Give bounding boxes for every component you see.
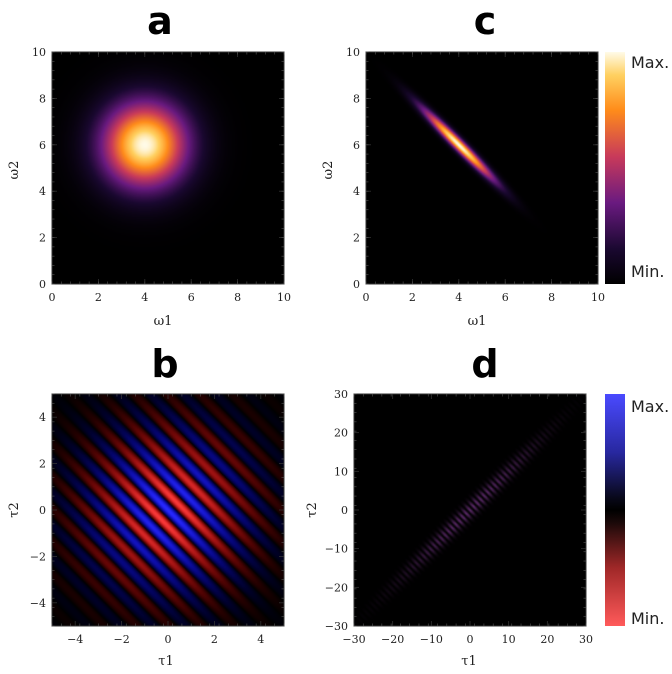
heatmap-image-a: [52, 52, 284, 284]
x-tick-label-a: 10: [277, 291, 291, 304]
panel-letter-d: d: [471, 342, 498, 386]
y-tick-label-c: 2: [353, 232, 360, 245]
y-tick-label-c: 4: [353, 185, 360, 198]
x-tick-label-c: 6: [502, 291, 509, 304]
y-tick-label-d: 20: [334, 427, 348, 440]
y-tick-label-c: 8: [353, 92, 360, 105]
x-tick-label-d: −20: [381, 633, 404, 646]
panel-letter-b: b: [151, 342, 178, 386]
y-tick-label-d: 0: [341, 504, 348, 517]
x-tick-label-d: 10: [502, 633, 516, 646]
x-tick-label-a: 8: [234, 291, 241, 304]
x-tick-label-d: 20: [540, 633, 554, 646]
colorbar-bottom-max-label: Max.: [631, 397, 669, 416]
y-tick-label-b: 2: [39, 458, 46, 471]
plot-frame-c: [365, 51, 599, 285]
y-tick-label-b: 4: [39, 411, 46, 424]
x-tick-label-c: 0: [363, 291, 370, 304]
y-tick-label-d: −30: [325, 620, 348, 633]
x-tick-label-a: 0: [49, 291, 56, 304]
x-axis-label-a: ω1: [154, 314, 173, 329]
x-tick-label-d: 0: [467, 633, 474, 646]
x-axis-label-c: ω1: [468, 314, 487, 329]
x-tick-label-c: 2: [409, 291, 416, 304]
plot-frame-a: [51, 51, 285, 285]
y-tick-label-c: 10: [346, 46, 360, 59]
x-tick-label-d: 30: [579, 633, 593, 646]
x-tick-label-d: −10: [420, 633, 443, 646]
x-tick-label-c: 8: [548, 291, 555, 304]
y-tick-label-a: 6: [39, 139, 46, 152]
y-axis-label-b: τ2: [7, 502, 22, 517]
y-tick-label-b: −2: [30, 550, 46, 563]
y-tick-label-a: 4: [39, 185, 46, 198]
panel-letter-c: c: [474, 0, 497, 43]
heatmap-panel-d: −30 −20 −10 0 10 20 30 −30 −20 −10 0 10 20 30: [325, 388, 593, 646]
x-axis-label-b: τ1: [158, 654, 173, 669]
x-tick-label-a: 6: [188, 291, 195, 304]
y-tick-label-d: −20: [325, 581, 348, 594]
colorbar-bottom-min-label: Min.: [631, 609, 664, 628]
heatmap-panel-c: 0 2 4 6 8 10 0 2 4 6 8 10: [346, 46, 605, 304]
x-tick-label-b: −4: [67, 633, 83, 646]
heatmap-panel-b: −4 −2 0 2 4 −4 −2 0 2 4: [30, 393, 285, 646]
x-tick-label-b: 2: [211, 633, 218, 646]
colorbar-top-max-label: Max.: [631, 53, 669, 72]
colorbar-top-min-label: Min.: [631, 262, 664, 281]
y-tick-label-a: 0: [39, 278, 46, 291]
y-tick-label-b: −4: [30, 597, 46, 610]
panel-letter-a: a: [147, 0, 173, 43]
y-tick-label-c: 6: [353, 139, 360, 152]
x-tick-label-c: 4: [455, 291, 462, 304]
colorbar-top: [605, 52, 625, 284]
y-tick-label-d: −10: [325, 543, 348, 556]
x-tick-label-a: 2: [95, 291, 102, 304]
y-tick-label-a: 2: [39, 232, 46, 245]
colorbar-bottom: [605, 394, 625, 626]
heatmap-image-c: [366, 52, 598, 284]
x-axis-label-d: τ1: [461, 654, 476, 669]
x-tick-label-b: 0: [165, 633, 172, 646]
x-tick-label-d: −30: [342, 633, 365, 646]
y-tick-label-d: 30: [334, 388, 348, 401]
x-tick-label-c: 10: [591, 291, 605, 304]
heatmap-image-b: [52, 394, 284, 626]
y-axis-label-a: ω2: [7, 161, 22, 180]
y-tick-label-a: 10: [32, 46, 46, 59]
x-tick-label-a: 4: [141, 291, 148, 304]
x-tick-label-b: −2: [113, 633, 129, 646]
y-tick-label-d: 10: [334, 465, 348, 478]
y-tick-label-a: 8: [39, 92, 46, 105]
y-tick-label-b: 0: [39, 504, 46, 517]
y-tick-label-c: 0: [353, 278, 360, 291]
y-axis-label-d: τ2: [305, 502, 320, 517]
y-axis-label-c: ω2: [321, 161, 336, 180]
heatmap-panel-a: 0 2 4 6 8 10 0 2 4 6 8 10: [32, 46, 291, 304]
x-tick-label-b: 4: [257, 633, 264, 646]
heatmap-image-d: [354, 394, 586, 626]
